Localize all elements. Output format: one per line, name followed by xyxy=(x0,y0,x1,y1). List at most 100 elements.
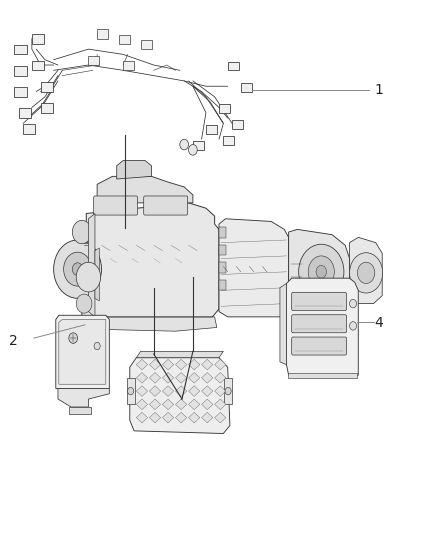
Bar xyxy=(14,45,27,54)
Polygon shape xyxy=(350,237,382,304)
Bar xyxy=(193,141,204,150)
Bar xyxy=(14,66,27,76)
Polygon shape xyxy=(56,316,110,389)
Bar xyxy=(19,109,31,118)
Bar xyxy=(41,103,53,113)
Polygon shape xyxy=(176,359,187,370)
Polygon shape xyxy=(215,413,226,423)
Text: 1: 1 xyxy=(375,84,384,98)
Circle shape xyxy=(350,300,357,308)
Polygon shape xyxy=(201,359,213,370)
Polygon shape xyxy=(188,373,200,383)
Polygon shape xyxy=(289,229,350,312)
Polygon shape xyxy=(149,413,161,423)
Polygon shape xyxy=(136,413,148,423)
Circle shape xyxy=(357,262,375,284)
Polygon shape xyxy=(176,386,187,397)
Circle shape xyxy=(350,253,383,293)
Bar xyxy=(219,262,226,273)
Polygon shape xyxy=(149,373,161,383)
Bar xyxy=(219,245,226,255)
Bar xyxy=(141,40,152,49)
Polygon shape xyxy=(117,160,152,179)
Circle shape xyxy=(308,256,334,288)
Polygon shape xyxy=(95,248,99,301)
Polygon shape xyxy=(215,373,226,383)
Bar xyxy=(228,62,239,70)
Polygon shape xyxy=(58,389,110,407)
Polygon shape xyxy=(88,317,217,331)
Polygon shape xyxy=(88,214,95,317)
Polygon shape xyxy=(188,399,200,410)
Circle shape xyxy=(225,387,231,395)
FancyBboxPatch shape xyxy=(292,315,346,333)
Polygon shape xyxy=(188,386,200,397)
Bar xyxy=(206,125,217,134)
Circle shape xyxy=(316,265,326,278)
Bar xyxy=(23,124,35,134)
Polygon shape xyxy=(136,359,148,370)
Circle shape xyxy=(350,321,357,330)
Circle shape xyxy=(76,294,92,313)
Polygon shape xyxy=(162,386,174,397)
Bar xyxy=(123,61,134,70)
FancyBboxPatch shape xyxy=(94,196,138,215)
Polygon shape xyxy=(136,386,148,397)
Circle shape xyxy=(69,333,78,343)
Circle shape xyxy=(72,220,92,244)
Polygon shape xyxy=(215,359,226,370)
Bar xyxy=(41,82,53,92)
Bar xyxy=(232,120,243,128)
Bar xyxy=(32,34,44,44)
Polygon shape xyxy=(136,373,148,383)
Polygon shape xyxy=(280,284,286,365)
Polygon shape xyxy=(82,203,219,317)
Text: 2: 2 xyxy=(9,334,18,348)
Polygon shape xyxy=(176,413,187,423)
Polygon shape xyxy=(188,359,200,370)
Polygon shape xyxy=(97,176,193,203)
Polygon shape xyxy=(162,373,174,383)
FancyBboxPatch shape xyxy=(144,196,187,215)
Polygon shape xyxy=(176,399,187,410)
Circle shape xyxy=(64,252,92,286)
Polygon shape xyxy=(162,359,174,370)
Text: 4: 4 xyxy=(375,316,384,330)
Bar xyxy=(223,136,234,144)
Polygon shape xyxy=(201,386,213,397)
Circle shape xyxy=(188,144,197,155)
Bar xyxy=(224,378,232,405)
Polygon shape xyxy=(201,413,213,423)
Bar xyxy=(14,87,27,97)
Circle shape xyxy=(299,244,344,300)
Polygon shape xyxy=(149,359,161,370)
Polygon shape xyxy=(59,319,106,384)
Polygon shape xyxy=(149,399,161,410)
FancyBboxPatch shape xyxy=(292,293,346,311)
Bar xyxy=(219,104,230,113)
Polygon shape xyxy=(215,386,226,397)
FancyBboxPatch shape xyxy=(292,337,346,355)
Bar xyxy=(97,29,108,38)
Polygon shape xyxy=(176,373,187,383)
Bar xyxy=(32,61,44,70)
Bar xyxy=(288,373,357,378)
Polygon shape xyxy=(286,278,358,375)
Bar xyxy=(88,56,99,65)
Polygon shape xyxy=(149,386,161,397)
Polygon shape xyxy=(69,407,91,414)
Polygon shape xyxy=(162,413,174,423)
Circle shape xyxy=(72,263,83,276)
Circle shape xyxy=(94,342,100,350)
Polygon shape xyxy=(201,373,213,383)
Bar xyxy=(219,280,226,290)
Polygon shape xyxy=(130,358,230,433)
Polygon shape xyxy=(188,413,200,423)
Polygon shape xyxy=(136,351,223,358)
Polygon shape xyxy=(136,399,148,410)
Circle shape xyxy=(53,240,102,298)
Bar xyxy=(241,83,252,92)
Polygon shape xyxy=(162,399,174,410)
Bar xyxy=(219,227,226,238)
Polygon shape xyxy=(201,399,213,410)
